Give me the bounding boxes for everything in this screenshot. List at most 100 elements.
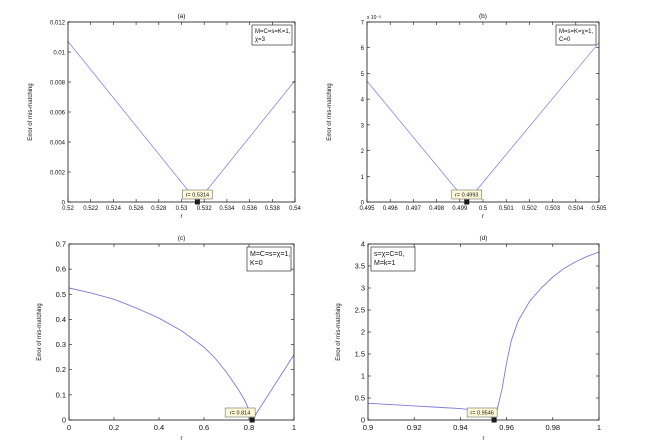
y-tick-label: 0.5: [355, 394, 365, 403]
plot-frame: [68, 243, 295, 421]
y-tick-label: 1.5: [355, 350, 365, 359]
x-tick-label: 0.536: [242, 206, 258, 212]
y-axis-label: Error of mis-matching: [336, 303, 342, 360]
y-tick-label: 1: [361, 175, 365, 181]
y-tick-label: 2: [361, 149, 365, 155]
x-tick-label: 0.96: [499, 423, 514, 432]
y-axis-label: Error of mis-matching: [327, 83, 333, 140]
x-tick-label: 0.2: [109, 423, 119, 432]
datatip-box: [466, 407, 498, 418]
legend-text: χ=3: [255, 37, 266, 43]
y-tick-label: 0: [62, 201, 66, 207]
x-tick-label: 0.98: [545, 423, 560, 432]
x-tick-label: 0.532: [197, 206, 213, 212]
x-tick-label: 0.505: [591, 206, 607, 212]
legend-box: [246, 246, 292, 272]
series-line-1: [466, 42, 600, 203]
x-tick-label: 0.502: [522, 206, 538, 212]
datatip-box: [182, 189, 213, 200]
y-tick-label: 0.5: [56, 290, 66, 299]
legend-box: [251, 24, 293, 46]
x-tick-label: 0.526: [129, 206, 145, 212]
y-tick-label: 4: [361, 240, 365, 249]
chart-title: (c): [178, 235, 186, 242]
x-tick-label: 0.528: [151, 206, 167, 212]
datatip-box: [451, 189, 483, 200]
y-multiplier-label: x 10⁻³: [367, 15, 381, 21]
x-tick-label: 0.8: [244, 423, 254, 432]
min-marker: [491, 417, 497, 423]
y-axis-label: Error of mis-matching: [37, 303, 43, 360]
x-tick-label: 0.496: [383, 206, 399, 212]
y-tick-label: 3.5: [355, 262, 365, 271]
series-line-0: [67, 41, 198, 203]
x-tick-label: 1: [292, 423, 296, 432]
chart-title: (b): [479, 13, 487, 20]
x-axis-label: r: [482, 214, 484, 220]
legend-text: M=C=s=K=1,: [255, 29, 291, 35]
series-line-1: [493, 251, 600, 421]
x-tick-label: 0.5: [479, 206, 488, 212]
y-tick-label: 4: [361, 98, 365, 104]
min-marker: [194, 199, 200, 205]
series-line-0: [68, 287, 253, 421]
x-axis-label: r: [181, 214, 183, 220]
y-axis-label: Error of mis-matching: [28, 83, 34, 140]
datatip-label: r= 0.814: [230, 410, 250, 416]
y-tick-label: 2.5: [355, 306, 365, 315]
x-tick-label: 0.92: [407, 423, 422, 432]
x-tick-label: 0.54: [289, 206, 301, 212]
y-tick-label: 0.008: [50, 81, 66, 87]
x-tick-label: 0.495: [359, 206, 375, 212]
y-tick-label: 0: [62, 416, 66, 425]
y-tick-label: 7: [361, 21, 365, 27]
y-tick-label: 0.2: [56, 365, 66, 374]
datatip-label: r= 0.4993: [455, 192, 478, 198]
x-tick-label: 0.497: [406, 206, 422, 212]
legend-text: C=0: [559, 37, 571, 43]
y-tick-label: 0.004: [50, 141, 66, 147]
x-tick-label: 0: [67, 423, 71, 432]
chart-c: (c) 0 0.2 0.4 0.6 0.8 1 0 0.1 0.2 0.3 0.4 0.5 0.6 0.7 r…: [37, 235, 296, 442]
x-tick-label: 0.499: [452, 206, 468, 212]
legend-text: M=s=K=χ=1,: [559, 29, 594, 35]
x-tick-label: 0.503: [545, 206, 561, 212]
y-tick-label: 0.01: [53, 51, 65, 57]
min-marker: [249, 417, 255, 423]
legend-text: M=k=1: [374, 260, 396, 267]
x-axis-label: r: [181, 436, 183, 442]
datatip-label: r= 0.5314: [186, 192, 209, 198]
x-tick-label: 0.534: [219, 206, 235, 212]
chart-b: (b) 0.495 0.496 0.497 0.498 0.499 0.5 0.501 0.50…: [327, 13, 607, 220]
datatip-box: [224, 407, 256, 418]
x-axis-label: r: [483, 436, 485, 442]
y-tick-label: 0.7: [56, 240, 66, 249]
chart-d: (d) 0.9 0.92 0.94 0.96 0.98 1 0 0.5 1 1.5 2 2.5 3 3.5 4…: [336, 235, 601, 442]
x-tick-label: 0.9: [363, 423, 373, 432]
y-tick-label: 3: [361, 284, 365, 293]
x-tick-label: 0.52: [62, 206, 74, 212]
series-line-1: [251, 354, 295, 421]
y-tick-label: 1: [361, 372, 365, 381]
legend-box: [370, 246, 416, 272]
y-tick-label: 5: [361, 72, 365, 78]
plot-frame: [67, 21, 296, 203]
y-tick-label: 0: [361, 201, 365, 207]
y-tick-label: 3: [361, 123, 365, 129]
y-tick-label: 0.012: [50, 21, 66, 27]
x-tick-label: 0.504: [568, 206, 584, 212]
y-tick-label: 6: [361, 46, 365, 52]
legend-text: K=0: [250, 260, 263, 267]
x-tick-label: 0.4: [154, 423, 164, 432]
y-tick-label: 0.4: [56, 315, 66, 324]
x-tick-label: 0.501: [499, 206, 515, 212]
legend-box: [555, 24, 597, 46]
x-tick-label: 1: [597, 423, 601, 432]
y-tick-label: 0.006: [50, 111, 66, 117]
x-tick-label: 0.538: [265, 206, 281, 212]
series-line-0: [366, 80, 468, 203]
legend-text: s=χ=C=0,: [374, 251, 404, 258]
x-tick-label: 0.6: [199, 423, 209, 432]
series-line-1: [197, 80, 296, 203]
